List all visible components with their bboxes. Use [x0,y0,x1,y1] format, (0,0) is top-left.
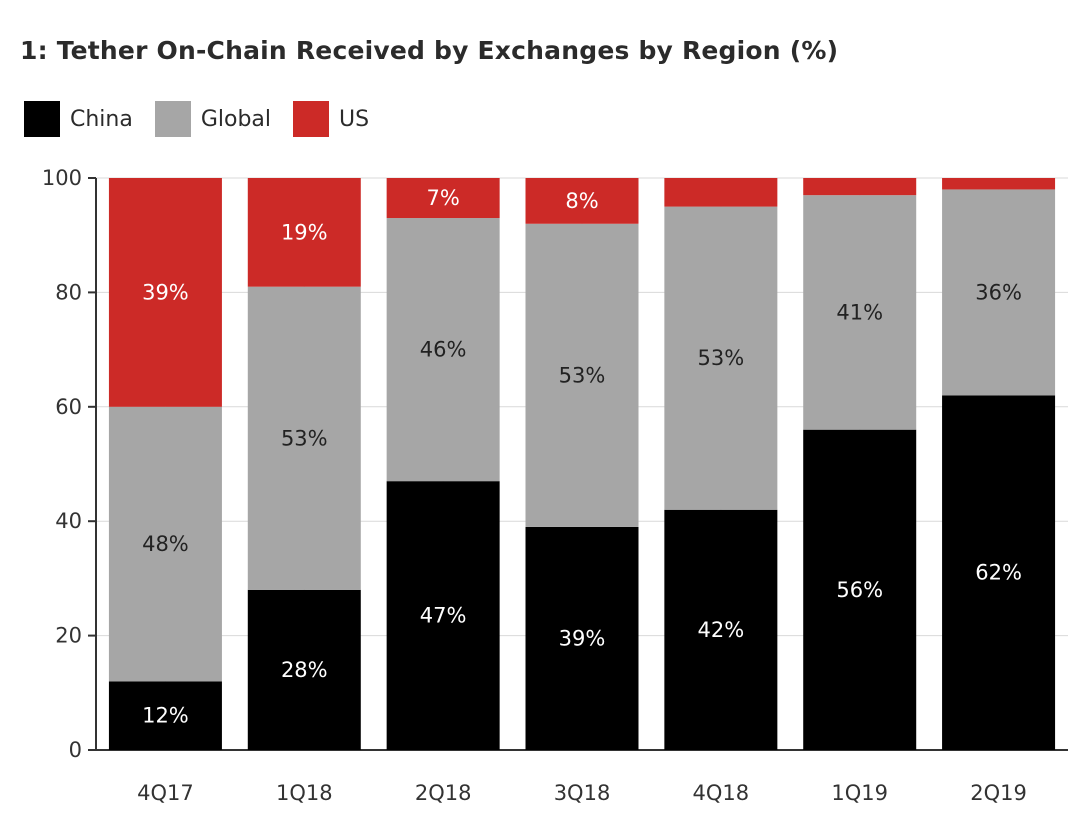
legend-swatch-china [24,101,60,137]
bar-global-2Q19 [942,189,1056,396]
bar-china-3Q18 [525,526,639,750]
bar-us-1Q19 [803,178,917,196]
data-label-global-4Q18: 53% [698,346,745,370]
bar-us-4Q18 [664,178,778,207]
data-label-us-4Q17: 39% [142,280,189,304]
bar-global-4Q18 [664,206,778,510]
y-tick-label-60: 60 [55,395,82,419]
data-label-global-1Q19: 41% [836,300,883,324]
data-label-us-1Q18: 19% [281,220,328,244]
data-label-china-4Q17: 12% [142,704,189,728]
bar-us-2Q19 [942,178,1056,190]
bar-global-1Q19 [803,195,917,430]
legend-item-us: US [293,101,369,137]
chart-title: 1: Tether On-Chain Received by Exchanges… [20,36,839,65]
x-tick-label-1Q18: 1Q18 [276,781,333,805]
y-tick-label-100: 100 [42,166,82,190]
bar-china-1Q18 [247,589,361,750]
bar-global-3Q18 [525,223,639,527]
data-label-global-3Q18: 53% [559,363,606,387]
bar-china-2Q18 [386,481,500,750]
bar-us-3Q18 [525,178,639,224]
legend-label-global: Global [200,106,272,132]
bar-global-4Q17 [108,406,222,682]
legend-label-china: China [70,106,133,132]
x-tick-label-1Q19: 1Q19 [831,781,888,805]
bar-us-2Q18 [386,178,500,219]
x-tick-label-4Q17: 4Q17 [137,781,194,805]
data-label-global-2Q19: 36% [975,280,1022,304]
legend-item-global: Global [154,101,272,137]
bar-global-2Q18 [386,218,500,482]
data-label-global-1Q18: 53% [281,426,328,450]
data-label-china-4Q18: 42% [698,618,745,642]
bar-us-4Q17 [108,178,222,407]
data-label-us-2Q18: 7% [426,186,459,210]
legend-label-us: US [339,106,370,132]
y-tick-label-80: 80 [55,280,82,304]
x-tick-label-2Q19: 2Q19 [970,781,1027,805]
data-label-china-1Q19: 56% [836,578,883,602]
y-tick-label-40: 40 [55,509,82,533]
data-label-china-3Q18: 39% [559,626,606,650]
bar-us-1Q18 [247,178,361,287]
bar-china-4Q17 [108,681,222,750]
x-tick-label-2Q18: 2Q18 [415,781,472,805]
bar-china-2Q19 [942,395,1056,750]
y-tick-label-0: 0 [69,738,82,762]
data-label-china-2Q19: 62% [975,561,1022,585]
data-label-china-1Q18: 28% [281,658,328,682]
legend: China Global US [24,100,391,138]
legend-item-china: China [24,101,133,137]
legend-swatch-us [293,101,330,137]
bar-global-1Q18 [247,286,361,590]
x-tick-label-4Q18: 4Q18 [693,781,750,805]
data-label-global-2Q18: 46% [420,338,467,362]
x-tick-label-3Q18: 3Q18 [554,781,611,805]
y-tick-label-20: 20 [55,624,82,648]
data-label-global-4Q17: 48% [142,532,189,556]
legend-swatch-global [154,101,191,137]
data-label-china-2Q18: 47% [420,604,467,628]
bar-china-1Q19 [803,429,917,750]
data-label-us-3Q18: 8% [565,189,598,213]
bar-china-4Q18 [664,509,778,750]
